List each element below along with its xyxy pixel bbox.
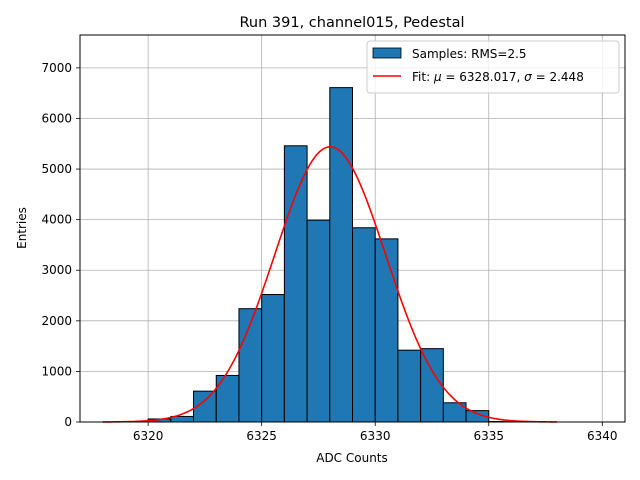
histogram-bar (352, 227, 376, 423)
histogram-bar (374, 238, 399, 423)
histogram-bar (397, 349, 422, 423)
fit-curve (102, 146, 557, 423)
histogram-bar (283, 145, 308, 423)
histogram-bar (420, 348, 444, 423)
x-axis-ticks: 6320 6325 6330 6335 6340 (133, 422, 618, 443)
plot-frame (79, 34, 626, 423)
legend: Samples: RMS=2.5 Fit: μ = 6328.017, σ = … (366, 40, 620, 94)
legend-label-fit: Fit: μ = 6328.017, σ = 2.448 (412, 70, 584, 84)
y-tick-label: 7000 (41, 61, 72, 75)
histogram-bar (329, 87, 353, 423)
histogram-bar (306, 219, 331, 423)
histogram-bar (215, 374, 240, 423)
x-tick-label: 6340 (587, 429, 618, 443)
y-tick-label: 0 (64, 415, 72, 429)
y-tick-label: 2000 (41, 314, 72, 328)
x-tick-label: 6330 (360, 429, 391, 443)
y-tick-label: 6000 (41, 111, 72, 125)
x-axis-label: ADC Counts (316, 451, 388, 465)
x-tick-label: 6335 (473, 429, 504, 443)
y-axis-label: Entries (15, 207, 29, 249)
legend-swatch-samples (372, 47, 402, 59)
y-tick-label: 3000 (41, 263, 72, 277)
y-axis-ticks: 0 1000 2000 3000 4000 5000 6000 7000 (41, 61, 80, 429)
x-tick-label: 6320 (133, 429, 164, 443)
x-tick-label: 6325 (246, 429, 277, 443)
legend-label-samples: Samples: RMS=2.5 (412, 47, 527, 61)
histogram-bars (124, 87, 535, 423)
y-tick-label: 5000 (41, 162, 72, 176)
chart-title: Run 391, channel015, Pedestal (239, 15, 464, 31)
histogram-bar (261, 294, 285, 423)
y-tick-label: 1000 (41, 364, 72, 378)
y-tick-label: 4000 (41, 213, 72, 227)
legend-box (366, 40, 620, 94)
